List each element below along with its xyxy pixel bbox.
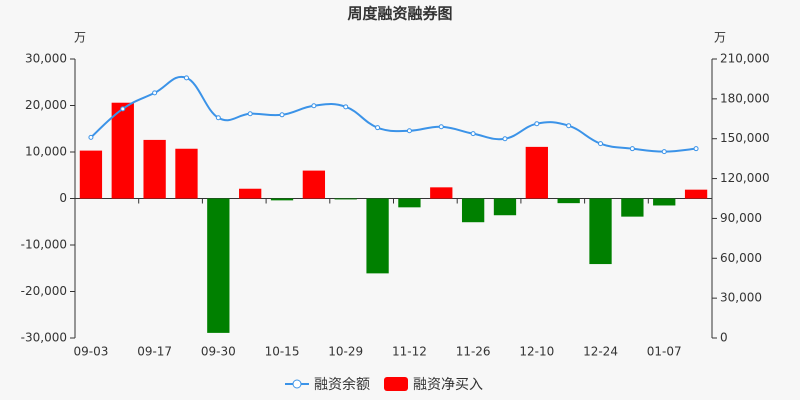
x-tick-label: 12-10 xyxy=(519,345,554,359)
line-point xyxy=(598,141,604,147)
y2-tick-label: 30,000 xyxy=(720,291,762,305)
y2-tick-label: 210,000 xyxy=(720,52,770,66)
y-tick-label: -20,000 xyxy=(21,284,67,298)
line-point xyxy=(661,149,667,155)
bar xyxy=(493,198,517,216)
y2-tick-label: 0 xyxy=(720,331,728,345)
line-point xyxy=(88,134,94,140)
bar xyxy=(430,187,453,199)
y-tick-label: 10,000 xyxy=(25,145,67,159)
y-unit: 万 xyxy=(74,31,86,45)
x-tick-label: 11-26 xyxy=(456,345,491,359)
line-point xyxy=(343,104,349,110)
y-tick-label: 0 xyxy=(59,191,67,205)
legend-swatch xyxy=(384,377,408,391)
line-point xyxy=(470,131,476,137)
line-point xyxy=(438,124,444,130)
bar xyxy=(175,148,198,199)
bar xyxy=(111,102,134,199)
y-tick-label: 20,000 xyxy=(25,98,67,112)
bar xyxy=(461,198,485,223)
bar xyxy=(79,150,103,199)
y2-tick-label: 180,000 xyxy=(720,91,770,105)
x-tick-label: 12-24 xyxy=(583,345,618,359)
line-point xyxy=(120,106,126,112)
bar xyxy=(653,198,676,206)
y2-tick-label: 150,000 xyxy=(720,131,770,145)
line-point xyxy=(693,146,699,152)
bar xyxy=(239,188,262,199)
bar xyxy=(557,198,580,204)
x-tick-label: 09-30 xyxy=(201,345,236,359)
bar xyxy=(270,198,294,201)
legend-swatch-point xyxy=(292,379,302,389)
line-point xyxy=(152,90,158,96)
legend-label[interactable]: 融资净买入 xyxy=(413,377,483,393)
bar xyxy=(621,198,644,217)
bar xyxy=(366,198,389,274)
y-tick-label: -10,000 xyxy=(21,238,67,252)
line-point xyxy=(566,123,572,129)
line-point xyxy=(215,115,221,121)
x-tick-label: 09-03 xyxy=(73,345,108,359)
y2-tick-label: 120,000 xyxy=(720,171,770,185)
line-point xyxy=(629,146,635,152)
bar xyxy=(684,189,708,199)
bar xyxy=(398,198,421,208)
x-tick-label: 01-07 xyxy=(647,345,682,359)
x-tick-label: 10-15 xyxy=(265,345,300,359)
y2-tick-label: 90,000 xyxy=(720,211,762,225)
y-tick-label: 30,000 xyxy=(25,52,67,66)
y-tick-label: -30,000 xyxy=(21,331,67,345)
line-point xyxy=(311,103,317,109)
x-tick-label: 11-12 xyxy=(392,345,427,359)
bar xyxy=(302,170,326,199)
line-point xyxy=(534,121,540,127)
bar xyxy=(207,198,230,333)
chart-title: 周度融资融券图 xyxy=(347,5,452,23)
x-tick-label: 09-17 xyxy=(137,345,172,359)
line-point xyxy=(279,112,285,118)
line-point xyxy=(502,136,508,142)
bar xyxy=(334,198,357,200)
legend-label[interactable]: 融资余额 xyxy=(314,376,370,393)
line-point xyxy=(183,75,189,81)
line xyxy=(90,75,697,153)
line-point xyxy=(247,111,253,117)
x-tick-label: 10-29 xyxy=(328,345,363,359)
bar xyxy=(143,139,166,199)
bar xyxy=(525,146,548,199)
line-point xyxy=(406,128,412,134)
y2-tick-label: 60,000 xyxy=(720,251,762,265)
line-point xyxy=(375,125,381,131)
y2-unit: 万 xyxy=(714,31,726,45)
bar xyxy=(589,198,612,265)
